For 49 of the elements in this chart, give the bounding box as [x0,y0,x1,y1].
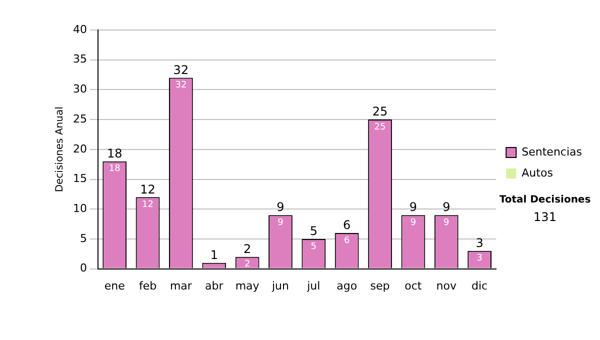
data-label: 9 [444,218,450,228]
x-tick-label: dic [472,279,488,292]
text: Total Decisiones [499,194,591,206]
y-tick-label: 25 [72,112,87,126]
total-label: 9 [442,200,450,214]
text: 131 [534,210,556,224]
total-label: 2 [243,242,252,256]
total-label: 25 [372,104,388,119]
y-tick-label: 10 [72,202,87,215]
total-label: 6 [343,218,351,232]
x-tick-label: nov [436,279,457,292]
y-tick-label: 30 [72,82,87,96]
data-label: 9 [410,218,416,228]
data-label: 9 [278,218,284,228]
y-tick-label: 15 [72,172,87,186]
total-label: 32 [173,62,189,77]
total-label: 1 [210,248,218,262]
data-label: 25 [374,122,386,132]
total-label: 5 [310,224,318,238]
x-tick-label: jul [306,279,320,292]
data-label: 32 [175,80,187,91]
x-tick-label: feb [138,279,157,292]
x-tick-label: abr [205,279,224,292]
y-axis-title: Decisiones Anual [54,106,66,192]
y-tick-label: 0 [80,262,87,275]
y-tick-label: 35 [72,52,87,66]
data-label: 2 [244,260,250,270]
legend-label: Autos [522,166,554,180]
data-label: 12 [142,200,154,210]
total-label: 9 [409,200,418,214]
y-tick-label: 5 [80,232,87,245]
x-tick-label: oct [404,279,422,292]
y-tick-label: 20 [72,142,87,156]
legend-label: Sentencias [522,145,582,158]
x-tick-label: mar [170,279,192,292]
x-tick-label: may [235,279,260,292]
total-label: 18 [106,146,122,160]
data-label: 18 [108,164,121,174]
total-label: 9 [276,200,284,214]
x-tick-label: jun [270,279,290,292]
x-tick-label: ago [336,279,358,292]
y-tick-label: 40 [72,22,87,36]
total-label: 3 [476,236,484,250]
data-label: 5 [310,242,317,252]
data-label: 3 [476,254,482,264]
data-label: 6 [344,236,350,246]
x-tick-label: ene [104,279,126,292]
total-label: 12 [140,182,156,196]
x-tick-label: sep [370,279,390,292]
